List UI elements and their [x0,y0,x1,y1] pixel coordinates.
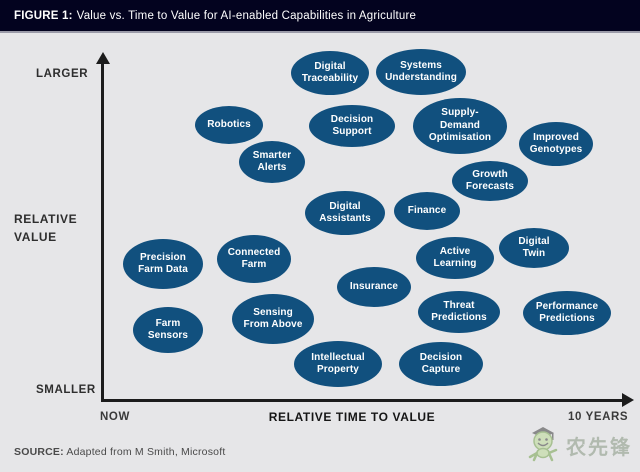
capability-bubble: Active Learning [416,237,494,279]
x-axis-title: RELATIVE TIME TO VALUE [268,410,436,424]
capability-bubble: Smarter Alerts [239,141,305,183]
capability-bubble: Connected Farm [217,235,291,283]
capability-bubble: Growth Forecasts [452,161,528,201]
capability-bubble: Performance Predictions [523,291,611,335]
mascot-icon [528,427,558,462]
capability-bubble: Intellectual Property [294,341,382,387]
capability-bubble: Decision Support [309,105,395,147]
capability-bubble: Supply- Demand Optimisation [413,98,507,154]
capability-bubble: Threat Predictions [418,291,500,333]
source-label: SOURCE: [14,446,64,458]
x-axis-line [101,399,625,402]
capability-bubble: Digital Assistants [305,191,385,235]
capability-bubble: Insurance [337,267,411,307]
capability-bubble: Farm Sensors [133,307,203,353]
y-axis-min-label: SMALLER [36,384,96,396]
capability-bubble: Sensing From Above [232,294,314,344]
capability-bubble: Precision Farm Data [123,239,203,289]
capability-bubble: Systems Understanding [376,49,466,95]
source-text: Adapted from M Smith, Microsoft [63,446,226,458]
capability-bubble: Finance [394,192,460,230]
watermark: 农先锋 [524,424,632,466]
x-axis-max-label: 10 YEARS [568,411,629,423]
y-axis-title: RELATIVE VALUE [14,212,78,244]
capability-bubble: Digital Twin [499,228,569,268]
figure-header: FIGURE 1: Value vs. Time to Value for AI… [0,0,640,33]
x-axis-arrow-icon [622,393,634,407]
capability-bubble: Robotics [195,106,263,144]
figure-title: Value vs. Time to Value for AI-enabled C… [76,9,417,22]
source-note: SOURCE: Adapted from M Smith, Microsoft [14,446,225,458]
y-axis-arrow-icon [96,52,110,64]
capability-bubble: Improved Genotypes [519,122,593,166]
capability-bubble: Decision Capture [399,342,483,386]
y-axis-max-label: LARGER [36,68,89,80]
watermark-text: 农先锋 [566,434,632,459]
capability-bubble: Digital Traceability [291,51,369,95]
figure-label: FIGURE 1: [14,9,73,22]
x-axis-min-label: NOW [100,411,130,423]
y-axis-line [101,62,104,401]
